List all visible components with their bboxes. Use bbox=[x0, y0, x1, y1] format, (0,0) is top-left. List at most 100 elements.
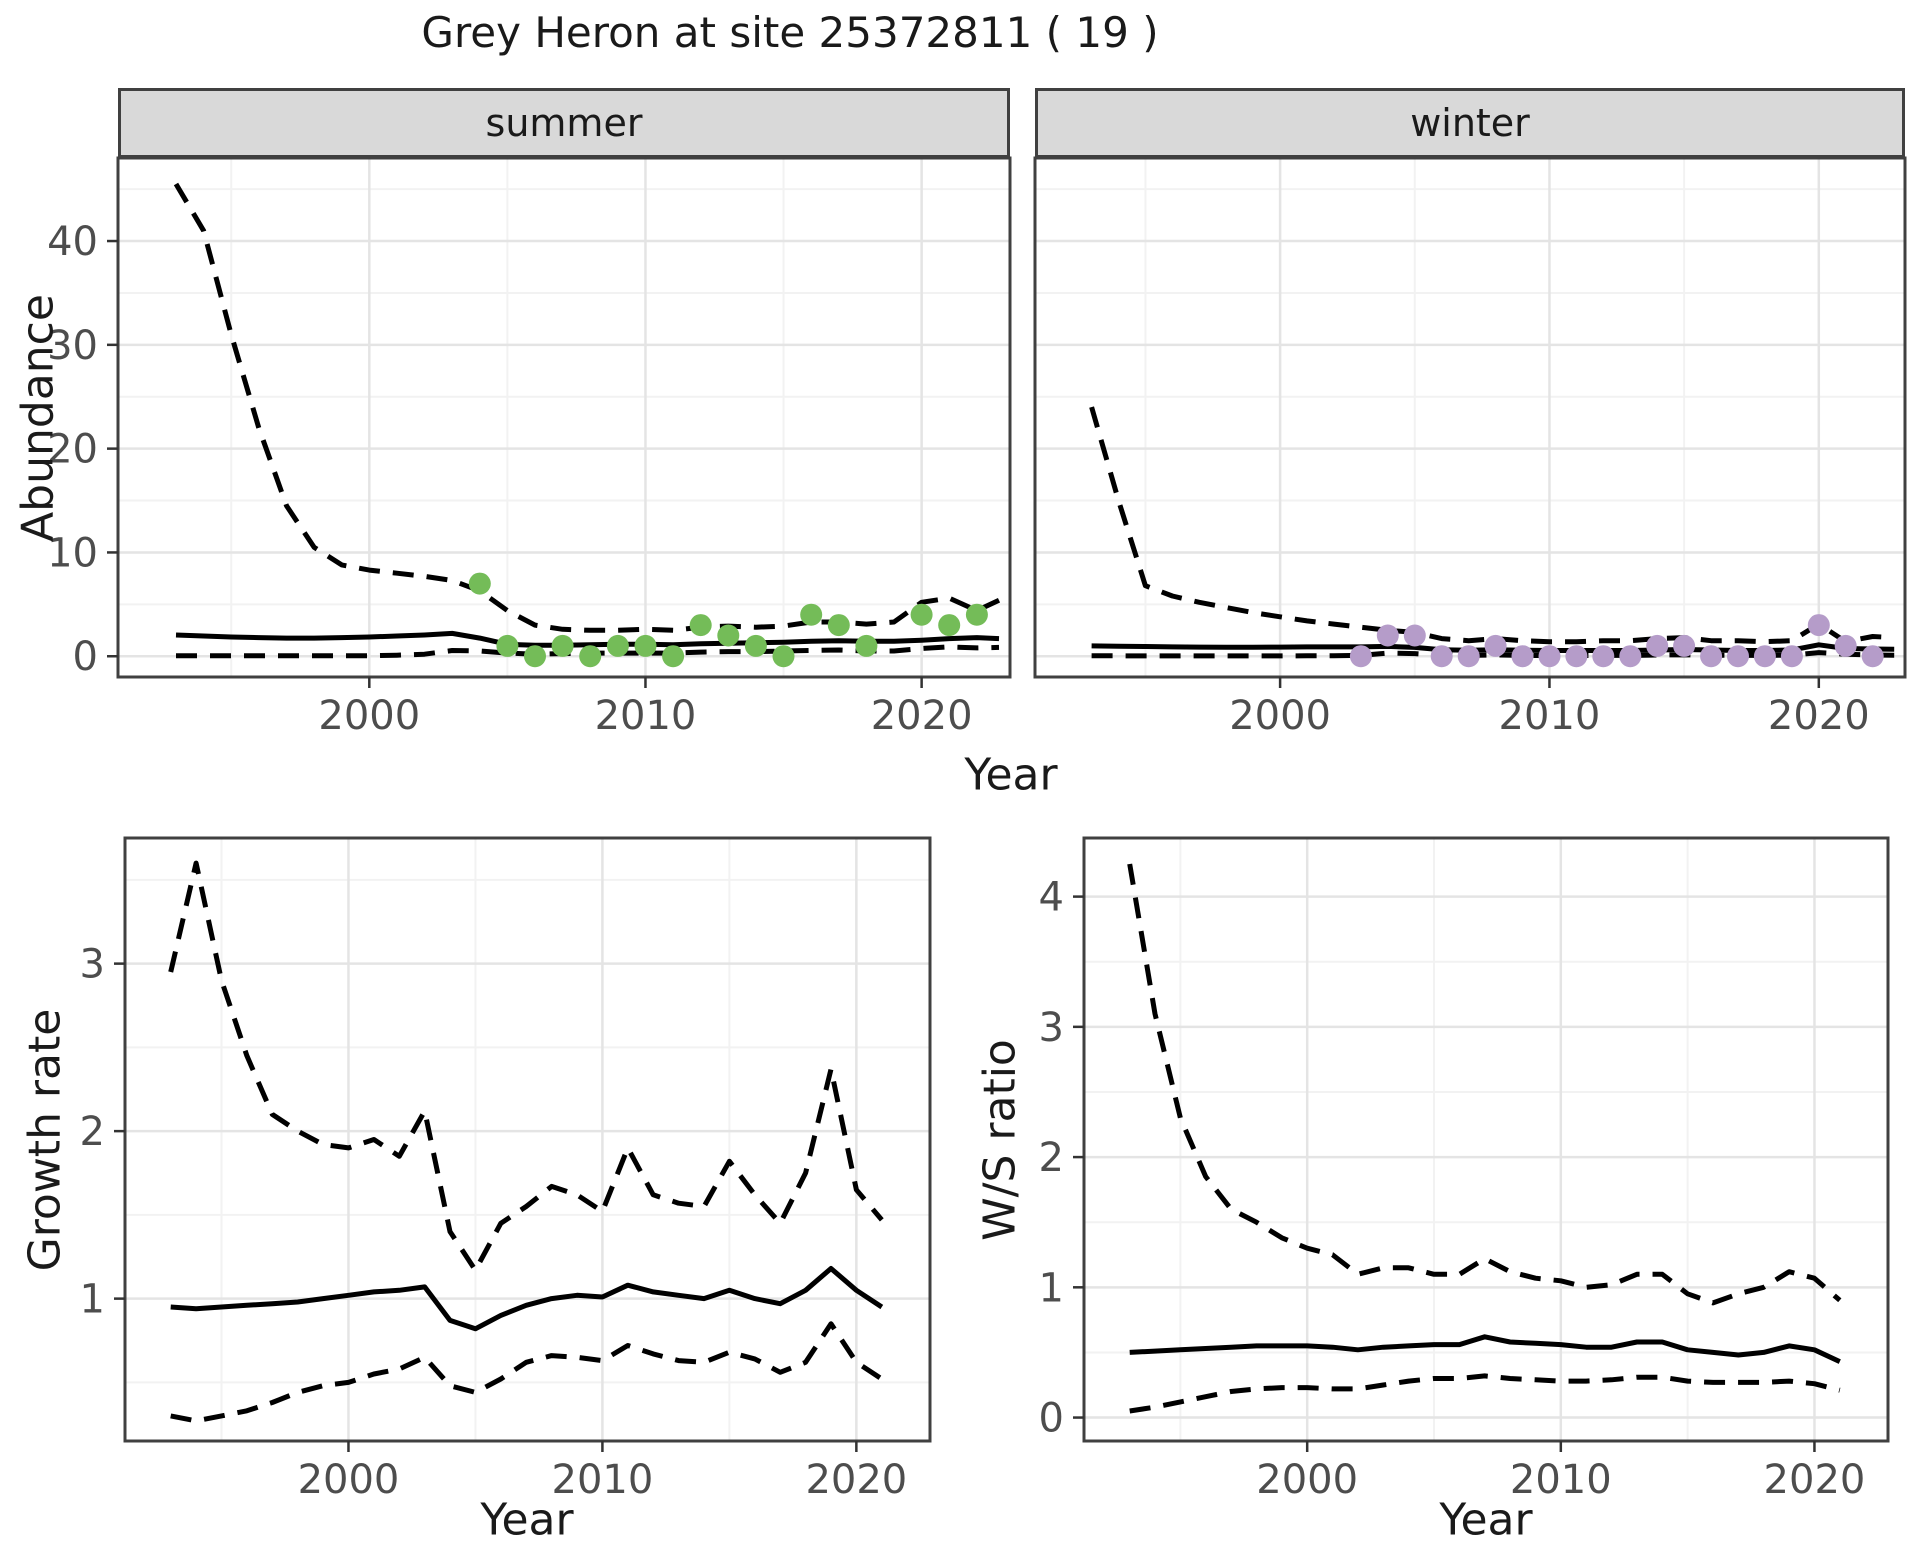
data-point bbox=[579, 645, 602, 668]
data-point bbox=[662, 645, 685, 668]
data-point bbox=[827, 614, 850, 637]
y-tick-label: 0 bbox=[73, 634, 98, 680]
panel-ws-ratio: 2000 2010 2020 0 1 2 3 4 bbox=[1039, 836, 1890, 1503]
observed-summer-points bbox=[468, 572, 988, 668]
data-point bbox=[1511, 645, 1534, 668]
y-axis-title-abundance: Abundance bbox=[12, 294, 64, 542]
x-axis-title-year-growth: Year bbox=[480, 1494, 574, 1546]
data-point bbox=[965, 603, 988, 626]
chart-title: Grey Heron at site 25372811 ( 19 ) bbox=[421, 8, 1159, 57]
data-point bbox=[606, 634, 629, 657]
data-point bbox=[1484, 634, 1507, 657]
data-point bbox=[1592, 645, 1615, 668]
data-point bbox=[1807, 614, 1830, 637]
x-tick-label: 2010 bbox=[552, 1457, 654, 1503]
x-tick-label: 2020 bbox=[1764, 1457, 1866, 1503]
data-point bbox=[468, 572, 491, 595]
data-point bbox=[717, 624, 740, 647]
panel-background bbox=[118, 158, 1010, 677]
data-point bbox=[800, 603, 823, 626]
y-tick-label: 1 bbox=[1039, 1265, 1064, 1311]
y-tick-label: 2 bbox=[80, 1109, 105, 1155]
x-tick-label: 2000 bbox=[298, 1457, 400, 1503]
panel-background bbox=[1084, 838, 1888, 1441]
panel-abundance-summer: 2000 2010 2020 0 10 20 30 40 bbox=[47, 156, 1012, 739]
x-tick-label: 2010 bbox=[1510, 1457, 1612, 1503]
x-tick-label: 2000 bbox=[1229, 693, 1331, 739]
upper-ci-line bbox=[173, 182, 1001, 633]
data-point bbox=[496, 634, 519, 657]
y-axis-ticks: 1 2 3 bbox=[80, 942, 125, 1323]
facet-strip-summer: summer bbox=[118, 88, 1010, 158]
x-axis-title-year-top: Year bbox=[964, 749, 1058, 801]
data-point bbox=[772, 645, 795, 668]
trend-line bbox=[170, 1266, 884, 1332]
y-axis-title-ws-ratio: W/S ratio bbox=[974, 1039, 1026, 1241]
x-tick-label: 2010 bbox=[595, 693, 697, 739]
data-point bbox=[1780, 645, 1803, 668]
x-axis-ticks: 2000 2010 2020 bbox=[1256, 1441, 1865, 1503]
data-point bbox=[1403, 624, 1426, 647]
data-point bbox=[1700, 645, 1723, 668]
x-tick-label: 2000 bbox=[318, 693, 420, 739]
data-point bbox=[1673, 634, 1696, 657]
y-tick-label: 0 bbox=[1039, 1396, 1064, 1442]
data-point bbox=[689, 614, 712, 637]
data-point bbox=[1861, 645, 1884, 668]
y-axis-ticks: 0 1 2 3 4 bbox=[1039, 875, 1084, 1442]
data-point bbox=[634, 634, 657, 657]
trend-line bbox=[1129, 1334, 1841, 1364]
y-tick-label: 3 bbox=[80, 942, 105, 988]
x-tick-label: 2010 bbox=[1499, 693, 1601, 739]
x-tick-label: 2020 bbox=[1768, 693, 1870, 739]
data-point bbox=[1646, 634, 1669, 657]
upper-ci-line bbox=[1127, 863, 1842, 1306]
x-axis-ticks: 2000 2010 2020 bbox=[298, 1441, 907, 1503]
data-point bbox=[1538, 645, 1561, 668]
panel-grid bbox=[118, 158, 1010, 677]
x-axis-title-year-ws: Year bbox=[1439, 1494, 1533, 1546]
facet-strip-winter-label: winter bbox=[1410, 101, 1530, 145]
lower-ci-line bbox=[170, 1321, 884, 1424]
x-tick-label: 2020 bbox=[871, 693, 973, 739]
data-point bbox=[1834, 634, 1857, 657]
panel-border bbox=[1082, 836, 1890, 1443]
data-point bbox=[551, 634, 574, 657]
x-axis-ticks: 2000 2010 2020 bbox=[318, 677, 973, 739]
panel-abundance-winter: 2000 2010 2020 bbox=[1033, 156, 1907, 739]
panel-border bbox=[123, 836, 932, 1443]
y-tick-label: 2 bbox=[1039, 1135, 1064, 1181]
facet-strip-winter: winter bbox=[1035, 88, 1905, 158]
panel-grid bbox=[125, 838, 930, 1441]
panel-background bbox=[1035, 158, 1905, 677]
x-tick-label: 2000 bbox=[1256, 1457, 1358, 1503]
x-tick-label: 2020 bbox=[805, 1457, 907, 1503]
y-tick-label: 10 bbox=[47, 530, 98, 576]
x-axis-ticks: 2000 2010 2020 bbox=[1229, 677, 1870, 739]
y-tick-label: 40 bbox=[47, 219, 98, 265]
y-tick-label: 20 bbox=[47, 427, 98, 473]
data-point bbox=[855, 634, 878, 657]
y-axis-ticks: 0 10 20 30 40 bbox=[47, 219, 118, 680]
data-point bbox=[1430, 645, 1453, 668]
data-point bbox=[1457, 645, 1480, 668]
data-point bbox=[1349, 645, 1372, 668]
y-axis-title-growth-rate: Growth rate bbox=[19, 1008, 71, 1272]
data-point bbox=[1727, 645, 1749, 668]
upper-ci-line bbox=[168, 860, 884, 1273]
observed-winter-points bbox=[1349, 614, 1884, 668]
data-point bbox=[1565, 645, 1588, 668]
data-point bbox=[524, 645, 546, 668]
data-point bbox=[1753, 645, 1776, 668]
panel-background bbox=[125, 838, 930, 1441]
data-point bbox=[1619, 645, 1642, 668]
panel-grid bbox=[1035, 158, 1905, 677]
y-tick-label: 4 bbox=[1039, 875, 1064, 921]
y-tick-label: 1 bbox=[80, 1277, 105, 1323]
panel-border bbox=[116, 156, 1012, 679]
data-point bbox=[1376, 624, 1399, 647]
y-tick-label: 3 bbox=[1039, 1005, 1064, 1051]
data-point bbox=[744, 634, 767, 657]
